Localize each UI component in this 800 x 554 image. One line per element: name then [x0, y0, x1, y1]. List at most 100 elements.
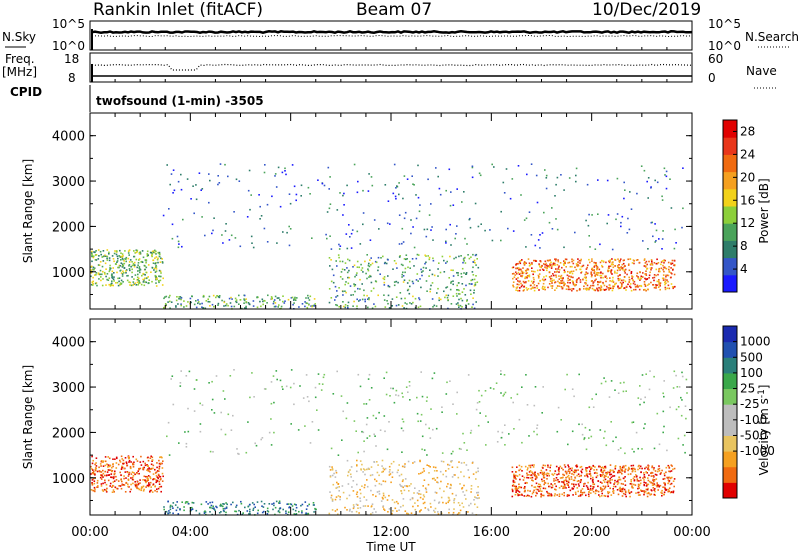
data-point: [445, 294, 447, 297]
data-point: [531, 267, 533, 269]
data-point: [145, 486, 147, 488]
data-point: [109, 267, 111, 269]
data-point: [222, 390, 225, 392]
data-point: [424, 262, 426, 265]
data-point: [238, 180, 241, 182]
data-point: [577, 263, 579, 266]
data-point: [644, 285, 647, 287]
data-point: [152, 259, 154, 262]
data-point: [451, 492, 454, 495]
data-point: [222, 242, 224, 244]
data-point: [668, 465, 670, 468]
data-point: [346, 459, 349, 462]
data-point: [361, 430, 363, 433]
data-point: [142, 281, 145, 283]
data-point: [426, 464, 428, 466]
data-point: [592, 282, 594, 284]
data-point: [395, 389, 398, 392]
data-point: [268, 431, 271, 434]
data-point: [263, 510, 265, 513]
data-point: [539, 483, 541, 486]
data-point: [126, 275, 128, 277]
data-point: [382, 492, 385, 495]
data-point: [546, 490, 548, 493]
data-point: [121, 465, 123, 468]
data-point: [529, 464, 532, 467]
data-point: [551, 207, 553, 209]
data-point: [140, 489, 142, 492]
data-point: [295, 199, 297, 202]
data-point: [645, 278, 647, 281]
data-point: [469, 226, 472, 229]
data-point: [94, 282, 97, 285]
data-point: [219, 505, 222, 507]
data-point: [344, 290, 346, 292]
time-axis-ticks: 00:00 04:00 08:00 12:00 16:00 20:00 00:00: [71, 47, 711, 540]
data-point: [638, 484, 641, 486]
data-point: [106, 255, 109, 258]
data-point: [454, 237, 456, 240]
data-point: [352, 504, 355, 506]
data-point: [600, 286, 603, 288]
data-point: [538, 490, 540, 492]
data-point: [651, 465, 654, 467]
data-point: [200, 189, 202, 191]
data-point: [428, 275, 430, 277]
colorbar-segment: [723, 137, 737, 155]
data-point: [549, 470, 551, 472]
data-point: [123, 477, 125, 480]
data-point: [684, 451, 686, 454]
data-point: [647, 466, 650, 469]
data-point: [588, 437, 590, 439]
data-point: [604, 485, 607, 488]
data-point: [600, 285, 602, 287]
data-point: [599, 289, 602, 291]
data-point: [646, 495, 649, 498]
data-point: [147, 282, 150, 285]
data-point: [510, 397, 512, 399]
data-point: [131, 264, 134, 267]
data-point: [168, 208, 170, 210]
data-point: [565, 472, 568, 475]
data-point: [354, 275, 356, 278]
data-point: [652, 484, 655, 486]
data-point: [552, 264, 554, 266]
data-point: [575, 469, 577, 472]
data-point: [136, 281, 139, 284]
data-point: [655, 484, 658, 487]
data-point: [337, 254, 340, 256]
data-point: [106, 273, 109, 275]
data-point: [645, 471, 647, 473]
data-point: [542, 269, 545, 271]
data-point: [402, 281, 405, 283]
data-point: [151, 250, 154, 253]
data-point: [438, 297, 440, 299]
data-point: [136, 460, 139, 462]
data-point: [517, 490, 520, 492]
data-point: [247, 421, 249, 423]
data-point: [628, 466, 630, 469]
data-point: [536, 201, 539, 204]
data-point: [131, 478, 134, 481]
data-point: [585, 470, 588, 473]
data-point: [521, 275, 523, 278]
data-point: [585, 282, 587, 284]
data-point: [656, 262, 659, 265]
data-point: [624, 468, 627, 471]
data-point: [146, 476, 148, 478]
data-point: [653, 483, 656, 485]
data-point: [158, 465, 161, 468]
data-point: [154, 274, 157, 277]
data-point: [115, 253, 118, 256]
data-point: [443, 290, 445, 293]
data-point: [526, 173, 528, 176]
data-point: [542, 386, 544, 388]
data-point: [132, 463, 134, 466]
data-point: [619, 278, 621, 280]
data-point: [274, 175, 276, 177]
data-point: [637, 487, 639, 490]
data-point: [585, 219, 587, 222]
data-point: [518, 283, 520, 286]
data-point: [605, 288, 608, 291]
data-point: [643, 474, 646, 476]
